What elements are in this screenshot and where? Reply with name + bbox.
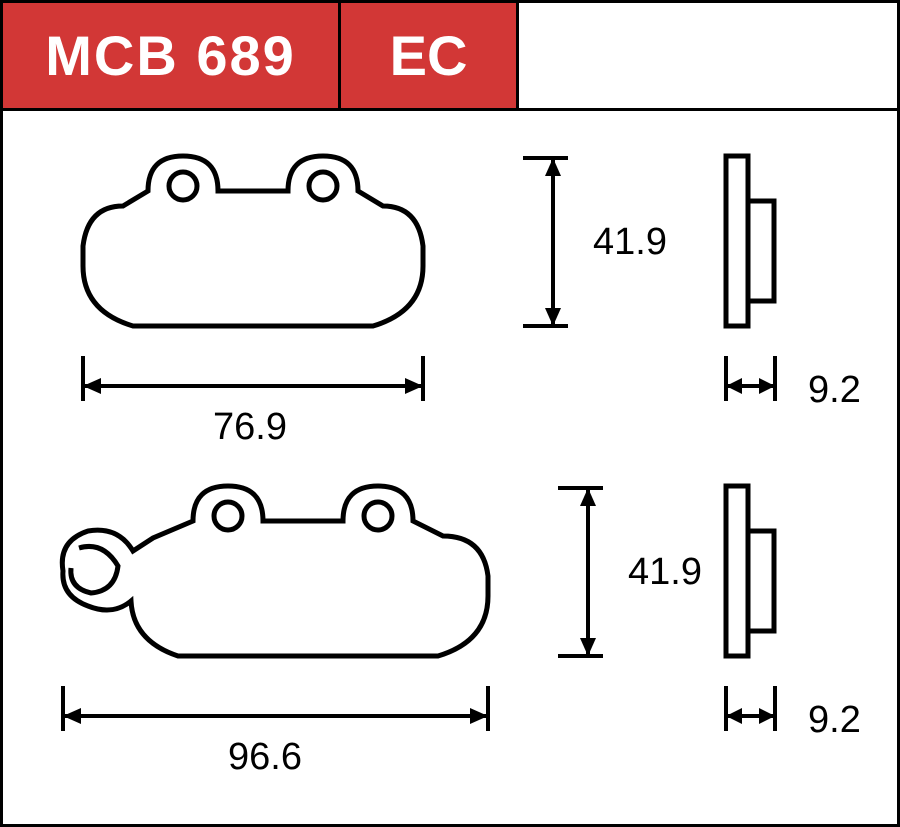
pad2-side xyxy=(718,476,788,676)
pad2-width-label: 96.6 xyxy=(228,736,302,779)
part-number-cell: MCB 689 xyxy=(3,3,341,108)
dim-pad1-thickness xyxy=(715,356,805,416)
pad1-height-label: 41.9 xyxy=(593,221,667,264)
dim-pad2-height xyxy=(558,476,618,676)
code-cell: EC xyxy=(341,3,519,108)
pad1-thickness-label: 9.2 xyxy=(808,369,861,412)
dim-pad2-thickness xyxy=(715,686,805,746)
header-spacer xyxy=(519,3,897,108)
pad1-front xyxy=(63,146,443,346)
pad2-thickness-label: 9.2 xyxy=(808,699,861,742)
diagram-body: 76.9 41.9 9.2 96.6 xyxy=(3,111,897,824)
pad1-width-label: 76.9 xyxy=(213,406,287,449)
part-number: MCB 689 xyxy=(45,23,296,88)
diagram-container: MCB 689 EC xyxy=(0,0,900,827)
dim-pad1-height xyxy=(523,146,583,346)
header-row: MCB 689 EC xyxy=(3,3,897,111)
code-label: EC xyxy=(390,23,468,88)
pad2-front xyxy=(43,476,513,676)
pad1-side xyxy=(718,146,788,346)
pad2-height-label: 41.9 xyxy=(628,551,702,594)
